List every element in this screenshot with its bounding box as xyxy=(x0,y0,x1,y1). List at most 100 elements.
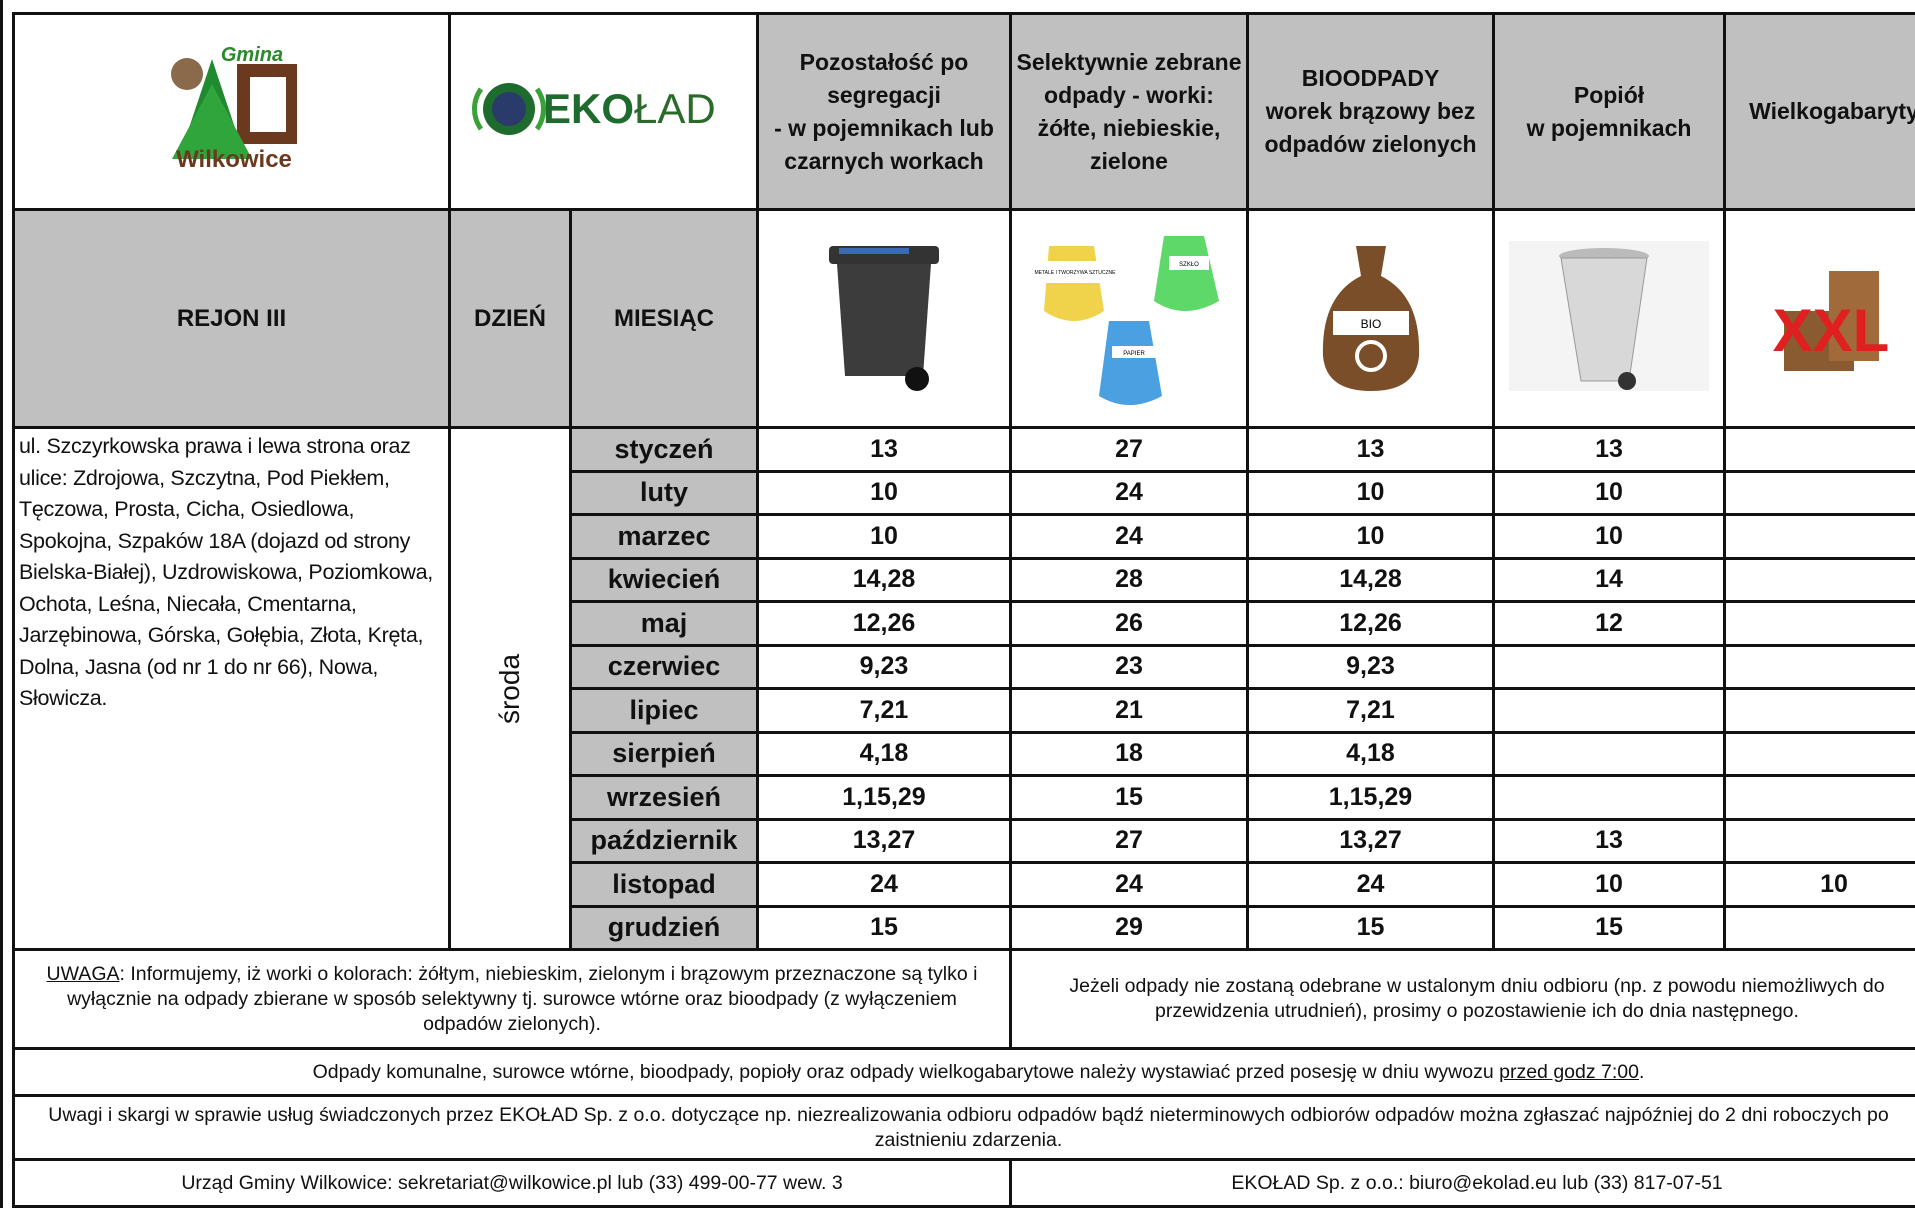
date-value: 12,26 xyxy=(1339,609,1402,637)
date-value: 15 xyxy=(1595,913,1623,941)
month-name: grudzień xyxy=(608,912,721,942)
month-cell: luty xyxy=(571,471,758,515)
date-value: 15 xyxy=(870,913,898,941)
date-cell: 10 xyxy=(1494,471,1725,515)
logo-eko: EKO xyxy=(543,85,634,132)
table-row: ul. Szczyrkowska prawa i lewa strona ora… xyxy=(14,428,1915,472)
note-text: Odpady komunalne, surowce wtórne, bioodp… xyxy=(313,1061,1500,1083)
logo-text: Gmina xyxy=(220,44,282,66)
bio-icon: BIO xyxy=(1311,236,1431,396)
row-header: DZIEŃ xyxy=(450,210,571,428)
logo-door-inner xyxy=(250,77,286,132)
date-cell: 29 xyxy=(1011,906,1248,950)
header-line: odpady - worki: xyxy=(1012,79,1246,112)
left-rule xyxy=(0,0,3,1208)
row-header: REJON III xyxy=(14,210,450,428)
date-value: 21 xyxy=(1115,696,1143,724)
date-cell: 27 xyxy=(1011,819,1248,863)
date-value: 10 xyxy=(1357,522,1385,550)
date-cell: 9,23 xyxy=(1248,645,1494,689)
note-cell: UWAGA: Informujemy, iż worki o kolorach:… xyxy=(14,950,1011,1049)
column-header: BIOODPADYworek brązowy bezodpadów zielon… xyxy=(1248,14,1494,210)
contact-cell: EKOŁAD Sp. z o.o.: biuro@ekolad.eu lub (… xyxy=(1011,1160,1915,1207)
date-value: 4,18 xyxy=(860,739,909,767)
date-value: 24 xyxy=(870,870,898,898)
date-cell: 21 xyxy=(1011,689,1248,733)
date-cell: 14,28 xyxy=(758,558,1011,602)
date-cell: 4,18 xyxy=(758,732,1011,776)
day-cell: środa xyxy=(450,428,571,950)
note-cell: Odpady komunalne, surowce wtórne, bioodp… xyxy=(14,1049,1915,1096)
date-value: 27 xyxy=(1115,435,1143,463)
month-name: maj xyxy=(641,608,688,638)
note-time: przed godz 7:00 xyxy=(1499,1061,1639,1083)
date-cell: 24 xyxy=(1011,471,1248,515)
row-header-text: REJON III xyxy=(177,305,286,332)
date-cell: 10 xyxy=(1494,515,1725,559)
date-cell: 24 xyxy=(1011,515,1248,559)
date-value: 24 xyxy=(1115,522,1143,550)
date-cell: 10 xyxy=(1248,471,1494,515)
icon-cell xyxy=(758,210,1011,428)
date-cell: 10 xyxy=(758,471,1011,515)
date-cell: 9,23 xyxy=(758,645,1011,689)
schedule-sheet: GminaWilkowiceEKOŁADPozostałość posegreg… xyxy=(0,0,1915,1208)
date-value: 24 xyxy=(1115,870,1143,898)
date-cell: 13 xyxy=(1248,428,1494,472)
header-line: odpadów zielonych xyxy=(1249,128,1492,161)
date-value: 29 xyxy=(1115,913,1143,941)
date-cell: 7,21 xyxy=(1248,689,1494,733)
bio-text: BIO xyxy=(1360,317,1381,331)
month-cell: maj xyxy=(571,602,758,646)
date-value: 14,28 xyxy=(853,565,916,593)
row-header-text: DZIEŃ xyxy=(474,305,546,332)
date-value: 10 xyxy=(1595,870,1623,898)
date-value: 10 xyxy=(1820,870,1848,898)
month-cell: styczeń xyxy=(571,428,758,472)
date-cell: 14 xyxy=(1494,558,1725,602)
header-line: Pozostałość po xyxy=(759,46,1009,79)
date-value: 15 xyxy=(1115,783,1143,811)
date-cell: 13 xyxy=(1494,428,1725,472)
date-value: 18 xyxy=(1115,739,1143,767)
date-cell: 18 xyxy=(1011,732,1248,776)
can-wheel xyxy=(1618,372,1636,390)
page: Harmonogram { "gmina_logo": {"top": "Gmi… xyxy=(0,0,1915,1208)
date-value: 14 xyxy=(1595,565,1623,593)
date-cell: 7,21 xyxy=(758,689,1011,733)
date-value: 9,23 xyxy=(860,652,909,680)
logo-wolf xyxy=(171,58,203,90)
bag-text: PAPIER xyxy=(1123,351,1145,357)
month-name: luty xyxy=(640,477,688,507)
date-cell: 28 xyxy=(1011,558,1248,602)
date-cell: 15 xyxy=(1011,776,1248,820)
date-cell: 23 xyxy=(1011,645,1248,689)
logo-lad: ŁAD xyxy=(634,85,716,132)
date-cell: 13,27 xyxy=(758,819,1011,863)
date-value: 23 xyxy=(1115,652,1143,680)
date-cell xyxy=(1725,689,1915,733)
date-cell xyxy=(1725,819,1915,863)
bag-yellow xyxy=(1044,246,1104,321)
bag-text: METALE I TWORZYWA SZTUCZNE xyxy=(1034,270,1116,276)
date-cell: 27 xyxy=(1011,428,1248,472)
address-cell: ul. Szczyrkowska prawa i lewa strona ora… xyxy=(14,428,450,950)
bag-blue xyxy=(1099,321,1162,405)
xxl-text: XXL xyxy=(1773,297,1890,364)
month-name: kwiecień xyxy=(608,564,721,594)
month-name: lipiec xyxy=(629,695,698,725)
date-value: 13,27 xyxy=(853,826,916,854)
date-cell xyxy=(1494,645,1725,689)
date-value: 10 xyxy=(1595,522,1623,550)
note-label: UWAGA xyxy=(47,963,120,985)
month-name: listopad xyxy=(612,869,716,899)
date-cell: 4,18 xyxy=(1248,732,1494,776)
header-line: - w pojemnikach lub xyxy=(759,112,1009,145)
date-cell: 12,26 xyxy=(1248,602,1494,646)
date-value: 13 xyxy=(870,435,898,463)
logo-arc xyxy=(474,89,481,129)
date-value: 14,28 xyxy=(1339,565,1402,593)
date-value: 13 xyxy=(1595,435,1623,463)
